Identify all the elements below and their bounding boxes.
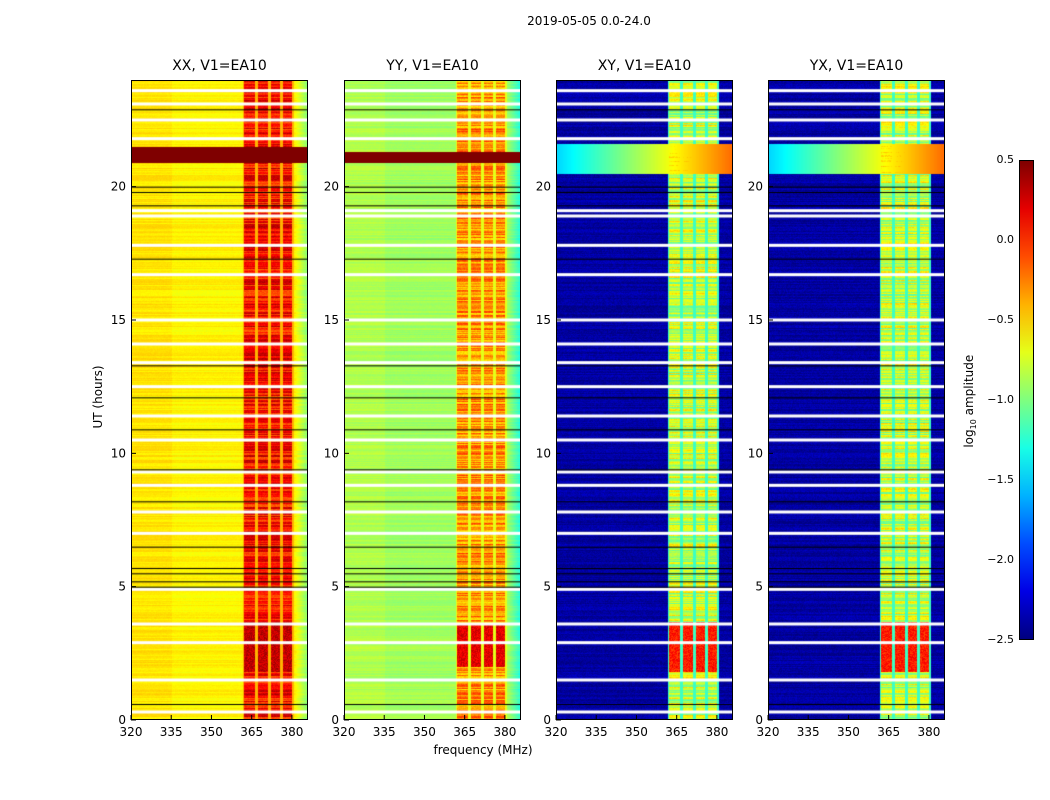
panel-title: XX, V1=EA10	[172, 58, 267, 74]
x-tick-label: 350	[837, 725, 860, 739]
x-tick-label: 380	[705, 725, 728, 739]
heatmap	[131, 80, 308, 720]
colorbar	[1019, 160, 1034, 640]
heatmap	[556, 80, 733, 720]
y-tick-label: 20	[324, 180, 339, 194]
x-tick-label: 365	[453, 725, 476, 739]
x-tick-label: 380	[493, 725, 516, 739]
colorbar-tick-label: −2.0	[987, 553, 1014, 566]
y-tick-label: 20	[536, 180, 551, 194]
y-tick-label: 15	[748, 313, 763, 327]
axes-frame	[131, 80, 308, 720]
panel-yx: YX, V1=EA10 320 335 350 365 380 0 5 10 15 20	[748, 58, 945, 739]
colorbar-tick-label: 0.5	[996, 153, 1015, 166]
axes: 320 335 350 365 380 0 5 10 15 20	[111, 80, 308, 739]
x-tick-label: 335	[160, 725, 183, 739]
panel-xx: XX, V1=EA10 320 335 350 365 380 0 5 10 15 20	[111, 58, 308, 739]
colorbar-tick-label: −0.5	[987, 313, 1014, 326]
y-axis-label: UT (hours)	[91, 365, 105, 429]
panel-title: YX, V1=EA10	[809, 58, 904, 74]
colorbar-label-log: log	[961, 429, 976, 448]
y-tick-label: 10	[324, 446, 339, 460]
x-tick-label: 380	[917, 725, 940, 739]
colorbar-tick-label: 0.0	[996, 233, 1015, 246]
y-tick-label: 0	[543, 713, 551, 727]
colorbar-tick-label: −1.0	[987, 393, 1014, 406]
figure-title: 2019-05-05 0.0-24.0	[527, 14, 651, 28]
y-tick-label: 5	[755, 580, 763, 594]
axes-frame	[556, 80, 733, 720]
x-tick-label: 320	[757, 725, 780, 739]
y-tick-label: 15	[111, 313, 126, 327]
colorbar-tick-label: −2.5	[987, 633, 1014, 646]
panel-xy: XY, V1=EA10 320 335 350 365 380 0 5 10 15 20	[536, 58, 733, 739]
x-tick-label: 365	[877, 725, 900, 739]
heatmap	[344, 80, 521, 720]
x-tick-label: 365	[665, 725, 688, 739]
y-tick-label: 5	[118, 580, 126, 594]
x-tick-label: 320	[120, 725, 143, 739]
y-tick-label: 0	[118, 713, 126, 727]
y-tick-label: 5	[543, 580, 551, 594]
x-tick-label: 320	[545, 725, 568, 739]
colorbar-label-sub: 10	[969, 419, 979, 430]
panel-title: YY, V1=EA10	[386, 58, 479, 74]
y-tick-label: 10	[748, 446, 763, 460]
axes: 320 335 350 365 380 0 5 10 15 20	[748, 80, 945, 739]
y-tick-label: 0	[331, 713, 339, 727]
x-tick-label: 350	[200, 725, 223, 739]
y-tick-label: 10	[111, 446, 126, 460]
x-tick-label: 335	[585, 725, 608, 739]
heatmap	[768, 80, 945, 720]
colorbar-tick-label: −1.5	[987, 473, 1014, 486]
y-tick-label: 0	[755, 713, 763, 727]
x-axis-label: frequency (MHz)	[433, 743, 533, 757]
x-tick-label: 350	[625, 725, 648, 739]
colorbar-label-rest: amplitude	[961, 354, 976, 420]
x-tick-label: 365	[240, 725, 263, 739]
axes: 320 335 350 365 380 0 5 10 15 20	[536, 80, 733, 739]
axes-frame	[768, 80, 945, 720]
x-tick-label: 320	[333, 725, 356, 739]
y-tick-label: 20	[748, 180, 763, 194]
y-tick-label: 20	[111, 180, 126, 194]
y-tick-label: 15	[536, 313, 551, 327]
axes-frame	[344, 80, 521, 720]
y-tick-label: 15	[324, 313, 339, 327]
y-tick-label: 5	[331, 580, 339, 594]
panel-yy: YY, V1=EA10 320 335 350 365 380 0 5 10 15 20	[324, 58, 521, 739]
x-tick-label: 335	[797, 725, 820, 739]
x-tick-label: 335	[373, 725, 396, 739]
axes: 320 335 350 365 380 0 5 10 15 20	[324, 80, 521, 739]
x-tick-label: 380	[280, 725, 303, 739]
x-tick-label: 350	[413, 725, 436, 739]
y-tick-label: 10	[536, 446, 551, 460]
panel-title: XY, V1=EA10	[597, 58, 692, 74]
